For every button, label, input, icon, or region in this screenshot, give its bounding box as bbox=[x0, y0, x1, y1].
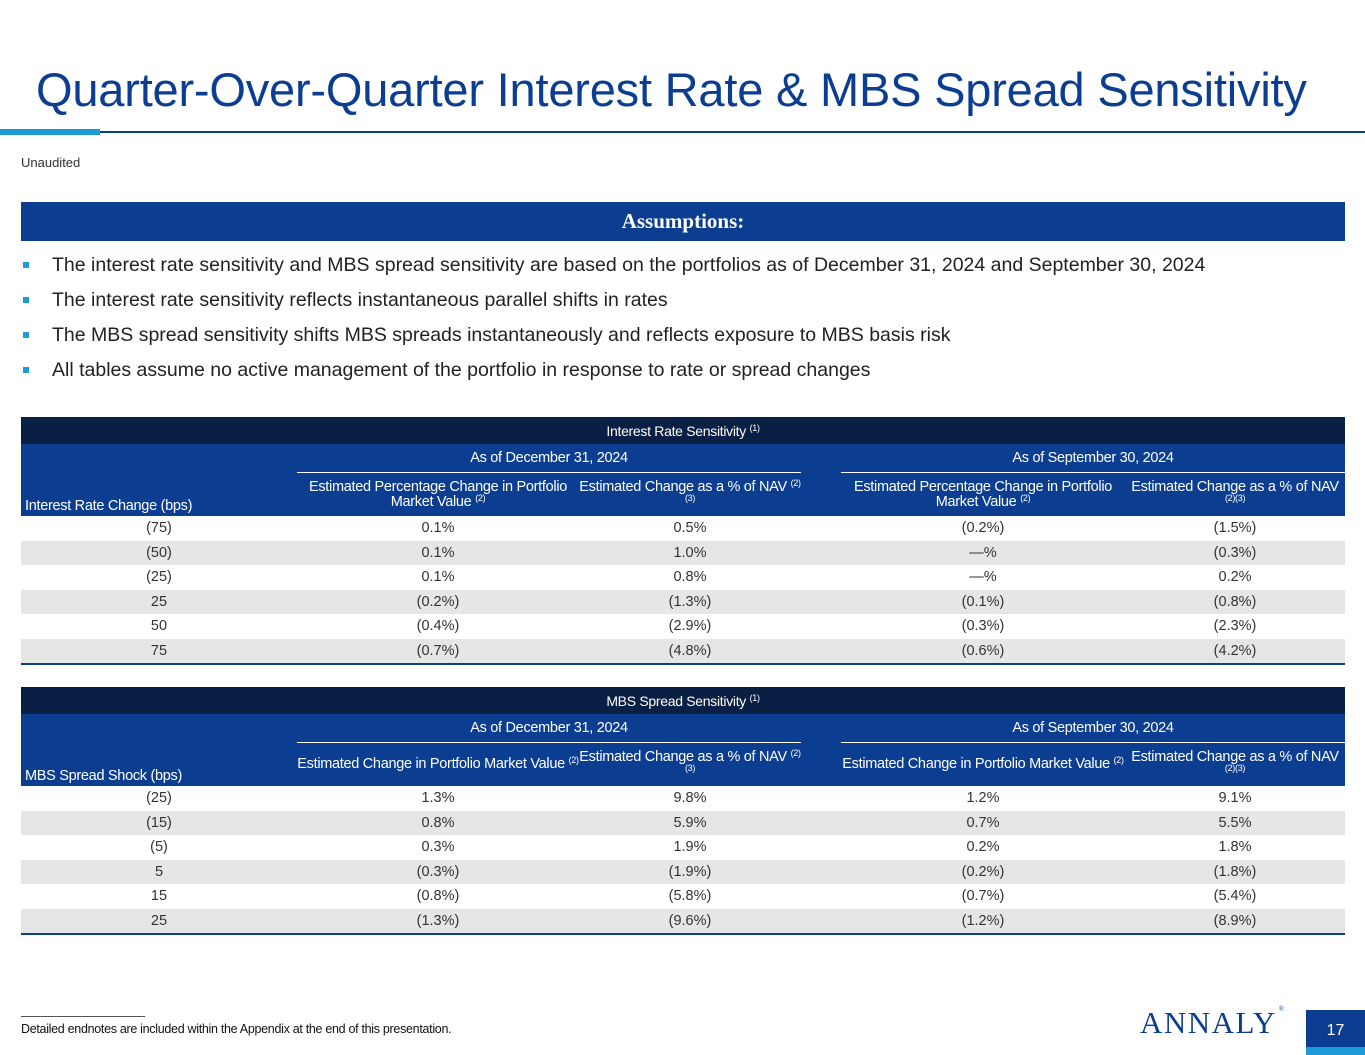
assumption-item: The MBS spread sensitivity shifts MBS sp… bbox=[21, 320, 1351, 355]
footnote: Detailed endnotes are included within th… bbox=[21, 1022, 452, 1036]
assumptions-heading: Assumptions: bbox=[21, 202, 1345, 241]
assumption-text: The interest rate sensitivity reflects i… bbox=[52, 289, 668, 311]
column-header: Estimated Percentage Change in Portfolio… bbox=[297, 472, 579, 516]
assumption-item: The interest rate sensitivity and MBS sp… bbox=[21, 250, 1351, 285]
column-header: Estimated Change as a % of NAV (2)(3) bbox=[1125, 742, 1346, 786]
row-header: MBS Spread Shock (bps) bbox=[21, 714, 297, 786]
title-rule bbox=[0, 131, 1365, 133]
table-row: (5) 0.3% 1.9% 0.2% 1.8% bbox=[150, 839, 1252, 856]
assumption-text: The MBS spread sensitivity shifts MBS sp… bbox=[52, 324, 951, 346]
unaudited-label: Unaudited bbox=[21, 155, 81, 170]
table-row: (50) 0.1% 1.0% —% (0.3%) bbox=[21, 540, 1346, 565]
period-header-dec: As of December 31, 2024 bbox=[297, 444, 801, 473]
page-title: Quarter-Over-Quarter Interest Rate & MBS… bbox=[36, 63, 1307, 116]
footnote-rule bbox=[21, 1016, 145, 1017]
bullet-square-icon bbox=[23, 367, 29, 373]
column-header: Estimated Change in Portfolio Market Val… bbox=[297, 742, 579, 786]
column-header: Estimated Change as a % of NAV (2)(3) bbox=[1125, 472, 1346, 516]
bullet-square-icon bbox=[23, 262, 29, 268]
period-header-dec: As of December 31, 2024 bbox=[297, 714, 801, 743]
table-row: 15 (0.8%) (5.8%) (0.7%) (5.4%) bbox=[150, 888, 1257, 905]
period-header-sep: As of September 30, 2024 bbox=[841, 444, 1346, 473]
column-header: Estimated Change as a % of NAV (2)(3) bbox=[579, 742, 801, 786]
table-row: 5 (0.3%) (1.9%) (0.2%) (1.8%) bbox=[21, 859, 1346, 884]
period-header-sep: As of September 30, 2024 bbox=[841, 714, 1346, 743]
mbs-spread-sensitivity-table: MBS Spread Sensitivity (1) MBS Spread Sh… bbox=[21, 687, 1346, 935]
assumption-text: All tables assume no active management o… bbox=[52, 359, 871, 381]
row-header: Interest Rate Change (bps) bbox=[21, 444, 297, 516]
assumption-item: All tables assume no active management o… bbox=[21, 355, 1351, 390]
page-number-accent bbox=[1306, 1047, 1365, 1055]
table-row: 25 (0.2%) (1.3%) (0.1%) (0.8%) bbox=[21, 589, 1346, 614]
assumption-item: The interest rate sensitivity reflects i… bbox=[21, 285, 1351, 320]
table-row: (15) 0.8% 5.9% 0.7% 5.5% bbox=[21, 810, 1346, 835]
table-row: 50 (0.4%) (2.9%) (0.3%) (2.3%) bbox=[150, 618, 1257, 635]
table-row: 75 (0.7%) (4.8%) (0.6%) (4.2%) bbox=[21, 638, 1346, 665]
annaly-logo: ANNALY ® bbox=[1140, 1005, 1285, 1040]
bullet-square-icon bbox=[23, 297, 29, 303]
table-row: (75) 0.1% 0.5% (0.2%) (1.5%) bbox=[146, 520, 1257, 537]
table-row: (25) 0.1% 0.8% —% 0.2% bbox=[146, 569, 1252, 586]
table-title: MBS Spread Sensitivity (1) bbox=[21, 687, 1346, 714]
table-row: 25 (1.3%) (9.6%) (1.2%) (8.9%) bbox=[21, 908, 1346, 935]
column-header: Estimated Change in Portfolio Market Val… bbox=[841, 742, 1125, 786]
title-rule-accent bbox=[0, 129, 100, 135]
assumption-text: The interest rate sensitivity and MBS sp… bbox=[52, 254, 1206, 276]
page-number: 17 bbox=[1306, 1010, 1365, 1047]
column-header: Estimated Percentage Change in Portfolio… bbox=[841, 472, 1125, 516]
assumptions-list: The interest rate sensitivity and MBS sp… bbox=[21, 250, 1351, 390]
interest-rate-sensitivity-table: Interest Rate Sensitivity (1) Interest R… bbox=[21, 417, 1346, 665]
table-row: (25) 1.3% 9.8% 1.2% 9.1% bbox=[146, 790, 1252, 807]
table-title: Interest Rate Sensitivity (1) bbox=[21, 417, 1346, 444]
bullet-square-icon bbox=[23, 332, 29, 338]
column-header: Estimated Change as a % of NAV (2)(3) bbox=[579, 472, 801, 516]
